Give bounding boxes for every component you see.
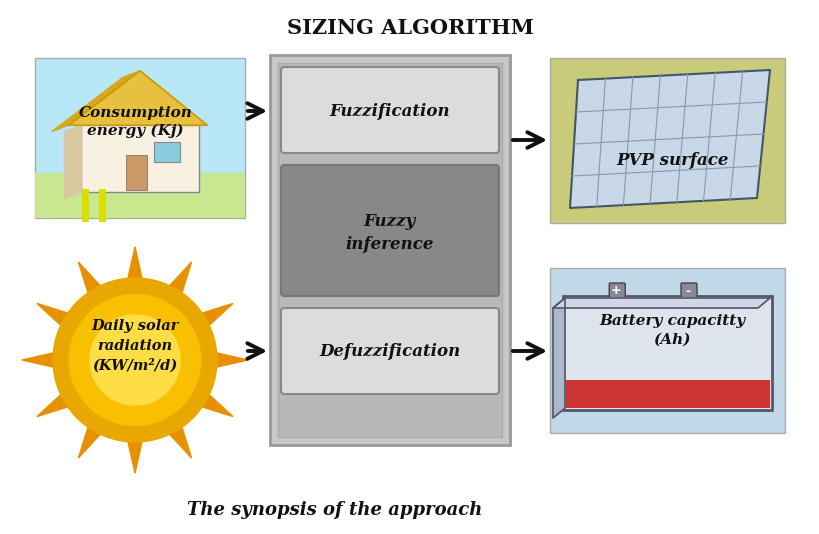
Text: Daily solar
radiation
(KW/m²/d): Daily solar radiation (KW/m²/d) <box>91 319 179 373</box>
Text: SIZING ALGORITHM: SIZING ALGORITHM <box>286 18 533 38</box>
FancyBboxPatch shape <box>269 55 509 445</box>
Polygon shape <box>159 262 192 308</box>
Polygon shape <box>22 349 69 371</box>
Polygon shape <box>187 303 233 336</box>
Polygon shape <box>79 412 111 458</box>
Polygon shape <box>552 298 769 308</box>
Text: The synopsis of the approach: The synopsis of the approach <box>187 501 482 519</box>
FancyBboxPatch shape <box>281 165 499 296</box>
FancyBboxPatch shape <box>564 380 769 408</box>
Polygon shape <box>569 70 769 208</box>
FancyBboxPatch shape <box>154 142 179 162</box>
Circle shape <box>70 294 201 426</box>
FancyBboxPatch shape <box>81 125 198 192</box>
Polygon shape <box>124 247 145 294</box>
Polygon shape <box>124 427 145 473</box>
Polygon shape <box>37 384 83 417</box>
Polygon shape <box>65 125 81 199</box>
FancyBboxPatch shape <box>281 67 499 153</box>
Text: +: + <box>610 285 621 297</box>
Circle shape <box>53 278 217 442</box>
Polygon shape <box>159 412 192 458</box>
Polygon shape <box>52 71 140 131</box>
Text: Fuzzy
inference: Fuzzy inference <box>346 213 434 253</box>
FancyBboxPatch shape <box>281 308 499 394</box>
Text: -: - <box>685 285 690 297</box>
Text: Fuzzification: Fuzzification <box>329 103 450 120</box>
FancyBboxPatch shape <box>550 268 784 433</box>
Polygon shape <box>201 349 248 371</box>
Text: PVP surface: PVP surface <box>615 152 727 169</box>
Polygon shape <box>79 262 111 308</box>
Circle shape <box>90 315 180 405</box>
FancyBboxPatch shape <box>563 296 771 410</box>
FancyBboxPatch shape <box>35 58 245 218</box>
FancyBboxPatch shape <box>609 283 624 299</box>
FancyBboxPatch shape <box>680 283 696 299</box>
Text: Consumption
energy (Kj): Consumption energy (Kj) <box>79 106 192 138</box>
FancyBboxPatch shape <box>126 155 147 191</box>
Text: Defuzzification: Defuzzification <box>319 343 460 360</box>
FancyBboxPatch shape <box>550 58 784 223</box>
FancyBboxPatch shape <box>35 173 245 218</box>
Polygon shape <box>187 384 233 417</box>
Polygon shape <box>69 71 207 125</box>
Polygon shape <box>37 303 83 336</box>
Text: Battery capacitty
(Ah): Battery capacitty (Ah) <box>599 315 744 347</box>
FancyBboxPatch shape <box>278 63 501 437</box>
Polygon shape <box>552 298 564 418</box>
